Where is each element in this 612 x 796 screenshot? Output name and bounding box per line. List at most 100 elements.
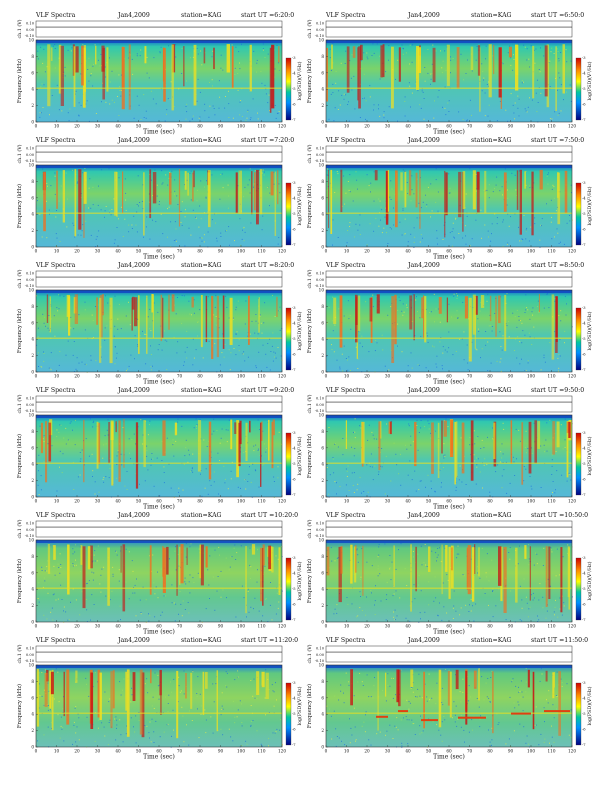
noise-dot [49,114,50,116]
noise-dot [516,195,518,196]
noise-dot [378,543,380,545]
noise-dot [535,724,537,726]
panel-start-time: start UT =10:50:0 [531,512,588,519]
noise-dot [349,370,351,371]
noise-dot [148,77,150,79]
noise-dot [192,671,194,673]
noise-dot [416,296,417,298]
noise-dot [220,596,222,598]
noise-dot [415,696,416,698]
noise-dot [365,711,367,713]
noise-dot [149,555,151,557]
burst-streak [472,294,476,335]
y-tick-label: 10 [29,538,35,543]
noise-dot [571,596,573,598]
noise-dot [80,104,82,106]
noise-dot [522,239,524,240]
noise-dot [255,470,257,472]
noise-dot [277,243,279,245]
noise-dot [58,294,60,296]
noise-dot [227,488,229,490]
noise-dot [184,184,185,186]
burst-streak [557,172,561,225]
noise-dot [95,306,96,307]
noise-dot [393,616,395,618]
noise-dot [229,566,231,568]
noise-dot [235,354,237,356]
burst-streak [519,169,522,235]
noise-dot [486,300,488,302]
noise-dot [527,360,529,362]
noise-dot [177,204,179,205]
noise-dot [62,708,64,710]
noise-dot [277,607,279,609]
noise-dot [517,701,519,703]
noise-dot [452,228,454,230]
noise-dot [544,738,546,740]
x-tick-label: 120 [568,499,576,504]
noise-dot [346,470,348,472]
noise-dot [470,598,472,600]
noise-dot [345,468,347,470]
noise-dot [188,612,190,614]
noise-dot [136,95,138,97]
noise-dot [261,332,263,334]
noise-dot [85,438,87,440]
noise-dot [570,101,572,102]
noise-dot [111,70,113,72]
noise-dot [135,224,137,226]
y-tick-label: 6 [31,570,34,575]
noise-dot [95,113,97,114]
noise-dot [275,117,277,119]
burst-streak [516,170,519,210]
noise-dot [188,710,190,712]
noise-dot [55,216,57,218]
y-tick-label: 2 [31,603,34,608]
noise-dot [436,724,438,726]
x-tick-label: 70 [177,624,183,629]
x-tick-label: 10 [54,499,60,504]
x-tick-label: 50 [426,124,432,129]
noise-dot [336,171,338,173]
noise-dot [271,684,273,686]
noise-dot [121,74,122,76]
noise-dot [215,324,217,326]
colorbar-tick-label: -4 [292,572,296,576]
burst-streak [226,44,230,73]
noise-dot [274,105,276,106]
burst-streak [74,294,78,324]
noise-dot [351,472,353,474]
noise-dot [448,347,450,349]
noise-dot [468,611,470,612]
noise-dot [135,473,137,474]
noise-dot [50,611,52,613]
burst-streak [498,47,502,98]
noise-dot [499,190,501,192]
noise-dot [206,446,208,447]
noise-dot [53,315,55,317]
noise-dot [391,561,393,563]
noise-dot [515,685,517,687]
heatmap [326,290,573,373]
noise-dot [408,701,410,703]
noise-dot [199,419,201,421]
noise-dot [404,100,406,102]
noise-dot [343,93,345,95]
noise-dot [379,115,381,117]
noise-dot [112,575,114,577]
colorbar-tick-label: -7 [582,368,586,372]
noise-dot [38,470,39,472]
noise-dot [397,323,399,325]
noise-dot [118,569,120,571]
noise-dot [144,480,146,482]
noise-dot [471,719,473,721]
channel-tick-labels: 0.100.00-0.10 [315,647,325,663]
noise-dot [427,186,429,188]
noise-dot [466,119,468,121]
burst-streak [466,547,468,590]
narrowband-line [36,337,282,339]
noise-dot [113,242,115,244]
noise-dot [128,301,129,303]
noise-dot [175,228,177,230]
noise-dot [150,366,152,368]
